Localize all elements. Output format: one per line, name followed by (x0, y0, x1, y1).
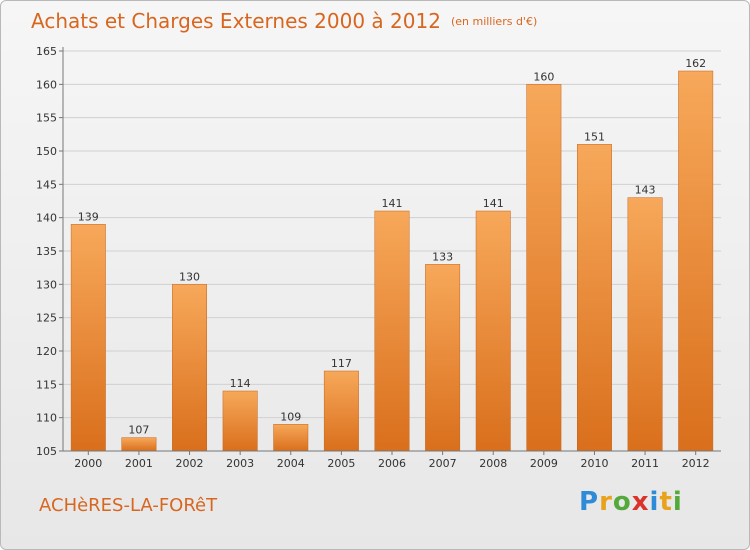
chart-unit: (en milliers d'€) (450, 15, 538, 28)
bar-2000 (70, 224, 106, 452)
value-label: 151 (584, 130, 605, 143)
value-label: 107 (128, 424, 149, 437)
value-label: 117 (331, 357, 352, 370)
y-tick-label: 160 (36, 78, 57, 91)
x-tick-label: 2009 (530, 457, 558, 470)
bar-2011 (627, 197, 663, 452)
bar-2001 (121, 437, 157, 452)
chart-title: Achats et Charges Externes 2000 à 2012 (e… (31, 9, 537, 33)
bar-2003 (222, 390, 258, 452)
bar-2012 (678, 70, 714, 452)
value-label: 109 (280, 410, 301, 423)
chart-title-text: Achats et Charges Externes 2000 à 2012 (31, 9, 441, 33)
value-label: 141 (382, 197, 403, 210)
value-label: 139 (78, 210, 99, 223)
logo-letter: r (599, 487, 613, 517)
bar-2002 (172, 284, 207, 452)
y-tick-label: 155 (36, 112, 57, 125)
x-tick-label: 2007 (429, 457, 457, 470)
logo-letter: t (659, 487, 673, 517)
x-tick-label: 2005 (327, 457, 355, 470)
x-tick-label: 2004 (277, 457, 305, 470)
value-label: 130 (179, 270, 200, 283)
proxiti-logo: Proxiti (579, 487, 683, 517)
bars (70, 70, 714, 452)
value-label: 133 (432, 250, 453, 263)
y-tick-label: 110 (36, 412, 57, 425)
logo-letter: o (612, 487, 632, 517)
x-tick-label: 2003 (226, 457, 254, 470)
axes (59, 47, 721, 455)
logo-letter: i (672, 487, 683, 517)
y-tick-label: 120 (36, 345, 57, 358)
y-tick-label: 140 (36, 212, 57, 225)
commune-name: ACHèRES-LA-FORêT (39, 495, 218, 516)
x-tick-label: 2001 (125, 457, 153, 470)
y-tick-label: 150 (36, 145, 57, 158)
y-tick-label: 115 (36, 378, 57, 391)
bar-2006 (374, 210, 410, 452)
bar-2005 (323, 370, 359, 452)
value-label: 114 (230, 377, 251, 390)
labels: 105 110 115 120 125 130 135 140 145 150 155 160 165 2… (36, 45, 710, 470)
y-tick-label: 135 (36, 245, 57, 258)
x-tick-label: 2012 (682, 457, 710, 470)
logo-letter: P (579, 487, 600, 517)
bar-2009 (526, 84, 562, 452)
logo-letter: x (631, 487, 650, 517)
y-tick-label: 105 (36, 445, 57, 458)
x-tick-label: 2002 (176, 457, 204, 470)
bar-2004 (273, 424, 309, 452)
y-tick-label: 145 (36, 178, 57, 191)
x-tick-label: 2000 (74, 457, 102, 470)
bar-2010 (577, 144, 612, 452)
value-label: 160 (533, 70, 554, 83)
x-tick-label: 2010 (580, 457, 608, 470)
value-label: 143 (635, 184, 656, 197)
bar-2007 (425, 264, 461, 452)
x-tick-label: 2006 (378, 457, 406, 470)
y-tick-label: 125 (36, 312, 57, 325)
y-tick-label: 130 (36, 278, 57, 291)
x-tick-label: 2008 (479, 457, 507, 470)
value-label: 141 (483, 197, 504, 210)
y-tick-label: 165 (36, 45, 57, 58)
value-label: 162 (685, 57, 706, 70)
bar-2008 (475, 210, 511, 452)
logo-letter: i (649, 487, 660, 517)
x-tick-label: 2011 (631, 457, 659, 470)
